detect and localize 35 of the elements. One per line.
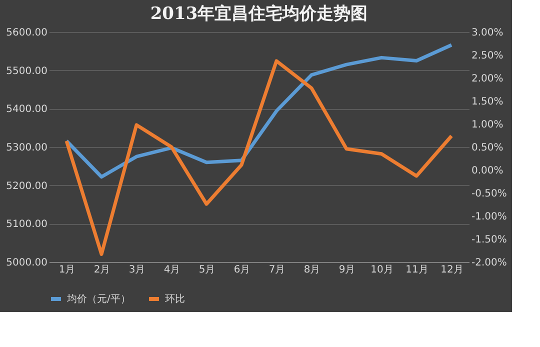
- x-tick-label: 11月: [406, 264, 428, 276]
- x-tick-label: 7月: [268, 264, 286, 276]
- chart-title: 2013年宜昌住宅均价走势图: [150, 4, 368, 24]
- y-tick-label: 5100.00: [6, 219, 48, 230]
- y2-tick-label: 2.50%: [472, 50, 504, 62]
- y2-tick-label: 3.00%: [472, 28, 504, 38]
- x-tick-label: 9月: [338, 264, 356, 276]
- line-series: [64, 43, 454, 179]
- line-series: [64, 59, 454, 256]
- x-tick-label: 3月: [128, 264, 146, 276]
- y-tick-label: 5200.00: [6, 180, 48, 192]
- y2-tick-label: -1.50%: [472, 234, 507, 246]
- y-tick-label: 5400.00: [6, 104, 48, 116]
- x-tick-label: 5月: [198, 264, 216, 276]
- x-tick-label: 1月: [58, 264, 76, 276]
- legend-label: 环比: [165, 293, 185, 305]
- x-tick-label: 12月: [440, 264, 464, 276]
- y2-tick-label: 1.50%: [472, 96, 504, 108]
- y-tick-label: 5500.00: [6, 66, 48, 77]
- x-tick-label: 6月: [234, 264, 250, 276]
- y2-tick-label: -1.00%: [472, 212, 507, 222]
- y2-tick-label: 1.00%: [472, 120, 504, 130]
- y-tick-label: 5000.00: [6, 258, 48, 268]
- x-tick-label: 2月: [94, 264, 110, 276]
- x-tick-label: 4月: [164, 264, 180, 276]
- y2-tick-label: 0.00%: [472, 166, 504, 176]
- y2-tick-label: 2.00%: [472, 74, 504, 84]
- legend-label: 均价（元/平）: [66, 293, 130, 305]
- x-tick-label: 8月: [304, 264, 320, 276]
- y2-tick-label: 0.50%: [472, 142, 504, 154]
- x-tick-label: 10月: [370, 264, 394, 276]
- y-tick-label: 5600.00: [6, 28, 48, 38]
- y2-tick-label: -2.00%: [472, 258, 507, 268]
- y-tick-label: 5300.00: [6, 142, 48, 154]
- y2-tick-label: -0.50%: [472, 188, 507, 200]
